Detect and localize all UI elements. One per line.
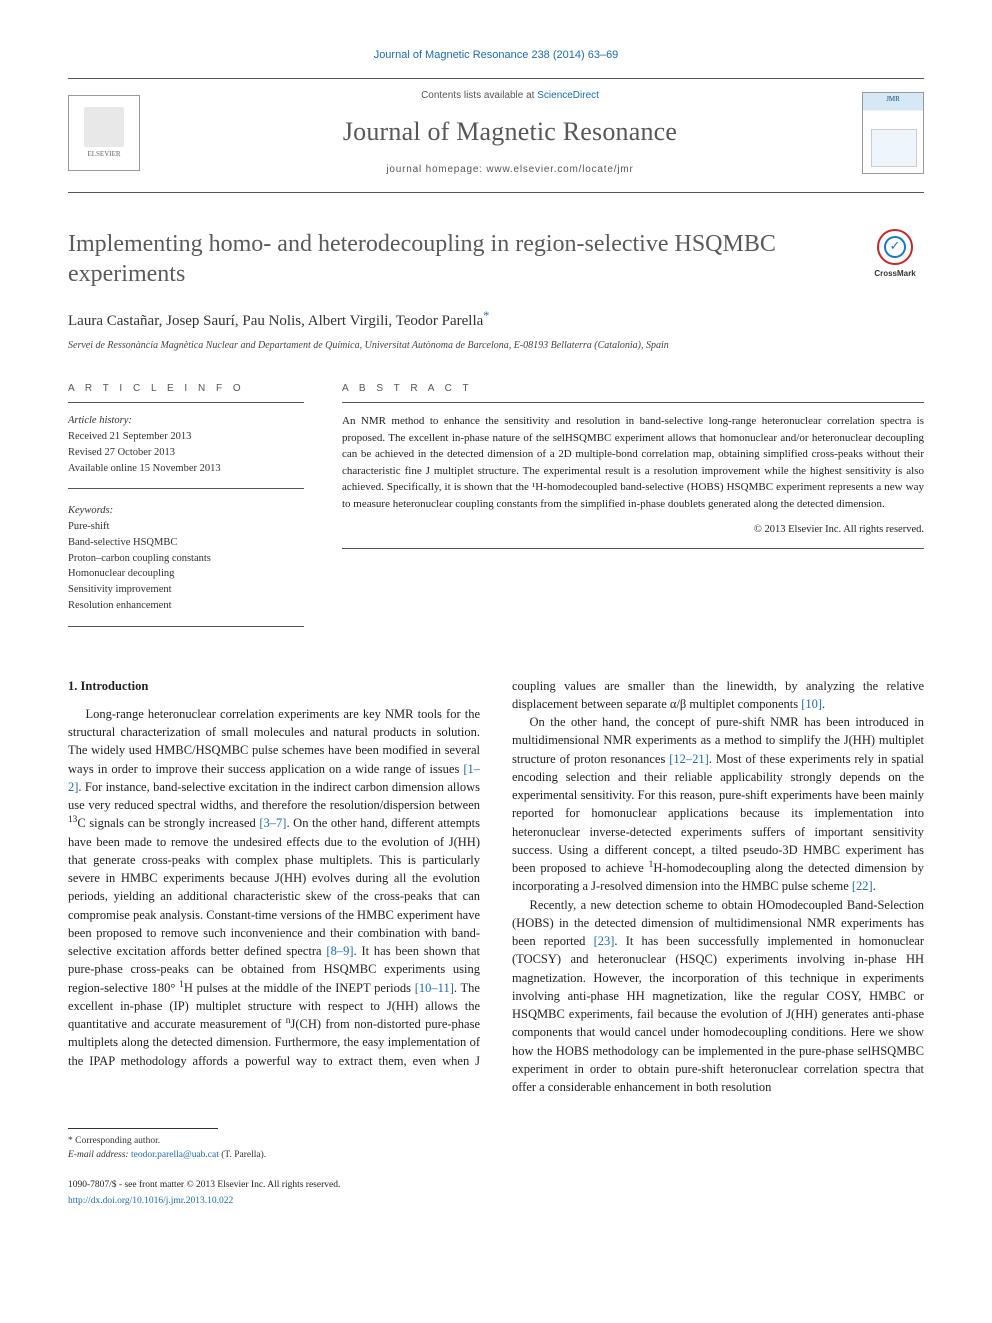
page-footer: 1090-7807/$ - see front matter © 2013 El… [68,1179,924,1209]
authors-text: Laura Castañar, Josep Saurí, Pau Nolis, … [68,313,483,329]
reference-link[interactable]: [1–2] [68,762,480,794]
abstract-text: An NMR method to enhance the sensitivity… [342,413,924,512]
crossmark-badge[interactable]: ✓ CrossMark [866,229,924,280]
abstract-rule [342,548,924,549]
journal-header: ELSEVIER Contents lists available at Sci… [68,78,924,193]
info-divider [68,488,304,489]
front-matter-copyright: 1090-7807/$ - see front matter © 2013 El… [68,1179,924,1193]
reference-link[interactable]: [12–21] [669,752,709,766]
article-title: Implementing homo- and heterodecoupling … [68,229,848,289]
crossmark-label: CrossMark [866,268,924,280]
cover-text: JMR [886,95,900,103]
abstract-heading: A B S T R A C T [342,382,924,404]
reference-link[interactable]: [10–11] [415,981,454,995]
doi-link[interactable]: 10.1016/j.jmr.2013.10.022 [132,1196,233,1206]
keyword: Resolution enhancement [68,600,172,611]
reference-link[interactable]: [23] [594,934,615,948]
info-divider [68,626,304,627]
elsevier-logo: ELSEVIER [68,95,140,171]
history-label: Article history: [68,415,132,426]
contents-prefix: Contents lists available at [421,90,537,101]
homepage-prefix: journal homepage: [386,164,486,175]
keyword: Proton–carbon coupling constants [68,553,211,564]
sciencedirect-link[interactable]: ScienceDirect [537,90,599,101]
abstract-copyright: © 2013 Elsevier Inc. All rights reserved… [342,522,924,537]
doi-prefix[interactable]: http://dx.doi.org/ [68,1196,132,1206]
elsevier-tree-icon [84,107,124,147]
reference-link[interactable]: [8–9] [326,944,353,958]
cover-image-icon [871,129,917,167]
received-date: Received 21 September 2013 [68,431,191,442]
email-link[interactable]: teodor.parella@uab.cat [131,1150,219,1160]
footnote-block: * Corresponding author. E-mail address: … [68,1128,924,1163]
reference-link[interactable]: [10] [801,697,822,711]
keyword: Homonuclear decoupling [68,568,174,579]
reference-link[interactable]: [22] [852,879,873,893]
article-body: 1. Introduction Long-range heteronuclear… [68,677,924,1097]
keywords-label: Keywords: [68,503,304,519]
intro-heading: 1. Introduction [68,677,480,695]
article-info-block: Article history: Received 21 September 2… [68,413,304,626]
reference-link[interactable]: [3–7] [259,816,286,830]
footnote-rule [68,1128,218,1129]
revised-date: Revised 27 October 2013 [68,447,175,458]
corresponding-star-icon: * [483,308,489,322]
body-paragraph: On the other hand, the concept of pure-s… [512,713,924,896]
homepage-url[interactable]: www.elsevier.com/locate/jmr [486,164,633,175]
article-info-heading: A R T I C L E I N F O [68,382,304,404]
journal-name: Journal of Magnetic Resonance [158,113,862,151]
author-list: Laura Castañar, Josep Saurí, Pau Nolis, … [68,307,924,333]
email-author-suffix: (T. Parella). [219,1150,266,1160]
body-paragraph: Recently, a new detection scheme to obta… [512,896,924,1097]
running-citation: Journal of Magnetic Resonance 238 (2014)… [68,48,924,64]
online-date: Available online 15 November 2013 [68,463,221,474]
publisher-label: ELSEVIER [87,149,120,159]
keyword: Pure-shift [68,521,109,532]
contents-line: Contents lists available at ScienceDirec… [158,89,862,104]
email-label: E-mail address: [68,1150,131,1160]
crossmark-icon: ✓ [877,229,913,265]
corresponding-author-note: * Corresponding author. [68,1135,924,1149]
keyword: Band-selective HSQMBC [68,537,177,548]
affiliation: Servei de Ressonància Magnètica Nuclear … [68,339,924,354]
journal-homepage: journal homepage: www.elsevier.com/locat… [158,163,862,178]
journal-cover-thumbnail: JMR [862,92,924,174]
keyword: Sensitivity improvement [68,584,172,595]
